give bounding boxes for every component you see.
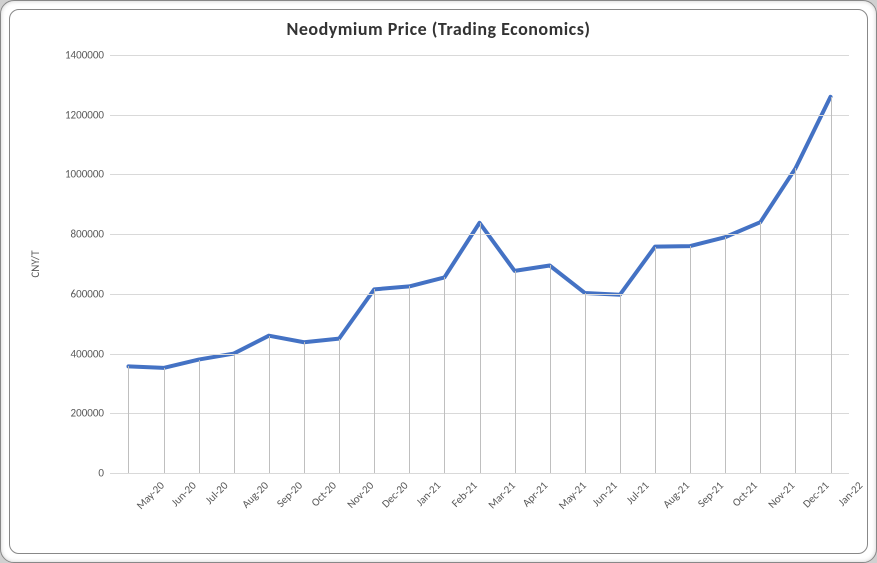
ytick-label: 0 [98, 467, 104, 480]
xtick-label: Jul-20 [202, 479, 230, 507]
y-axis-title: CNY/T [29, 250, 42, 277]
xtick-label: Sep-20 [274, 479, 305, 510]
chart-outer-frame: Neodymium Price (Trading Economics) CNY/… [0, 0, 877, 563]
xtick-label: Jun-20 [168, 479, 198, 509]
ytick-label: 1200000 [65, 108, 104, 121]
xtick-label: Jan-21 [414, 479, 444, 509]
drop-line [515, 271, 516, 473]
drop-line [128, 366, 129, 473]
chart-card: Neodymium Price (Trading Economics) CNY/… [9, 9, 868, 554]
xtick-label: May-21 [556, 479, 589, 512]
xtick-label: Nov-20 [344, 479, 376, 511]
drop-line [831, 97, 832, 473]
xtick-label: Dec-20 [379, 479, 410, 510]
chart-title: Neodymium Price (Trading Economics) [10, 18, 867, 40]
ytick-label: 400000 [71, 347, 104, 360]
xtick-label: Nov-21 [766, 479, 798, 511]
xtick-label: Dec-21 [801, 479, 832, 510]
drop-line [444, 277, 445, 473]
drop-line [234, 354, 235, 473]
xtick-label: Aug-21 [660, 479, 692, 511]
drop-line [655, 247, 656, 473]
xtick-label: Jun-21 [589, 479, 619, 509]
gridline [110, 55, 849, 56]
drop-line [409, 286, 410, 473]
drop-line [374, 289, 375, 473]
xtick-label: Apr-21 [519, 479, 550, 510]
drop-line [550, 265, 551, 473]
ytick-label: 1000000 [65, 168, 104, 181]
drop-line [795, 168, 796, 473]
xtick-label: Oct-21 [730, 479, 760, 509]
drop-line [585, 293, 586, 473]
drop-line [620, 295, 621, 473]
xtick-label: Jul-21 [624, 479, 652, 507]
xtick-label: May-20 [134, 479, 167, 512]
ytick-label: 800000 [71, 228, 104, 241]
drop-line [725, 237, 726, 473]
ytick-label: 200000 [71, 407, 104, 420]
drop-line [339, 339, 340, 473]
drop-line [269, 336, 270, 473]
xtick-label: Aug-20 [239, 479, 271, 511]
drop-line [199, 360, 200, 473]
xtick-label: Feb-21 [449, 479, 480, 510]
drop-line [164, 368, 165, 473]
xtick-label: Sep-21 [695, 479, 726, 510]
drop-line [304, 342, 305, 473]
xtick-label: Mar-21 [485, 479, 517, 511]
ytick-label: 600000 [71, 287, 104, 300]
ytick-label: 1400000 [65, 49, 104, 62]
gridline [110, 473, 849, 474]
xtick-label: Oct-20 [309, 479, 339, 509]
drop-line [480, 223, 481, 473]
drop-line [760, 222, 761, 473]
drop-line [690, 246, 691, 473]
xtick-label: Jan-22 [835, 479, 865, 509]
gridline [110, 115, 849, 116]
plot-wrap: CNY/T 0200000400000600000800000100000012… [80, 55, 849, 473]
gridline [110, 174, 849, 175]
plot-area: 0200000400000600000800000100000012000001… [110, 55, 849, 473]
